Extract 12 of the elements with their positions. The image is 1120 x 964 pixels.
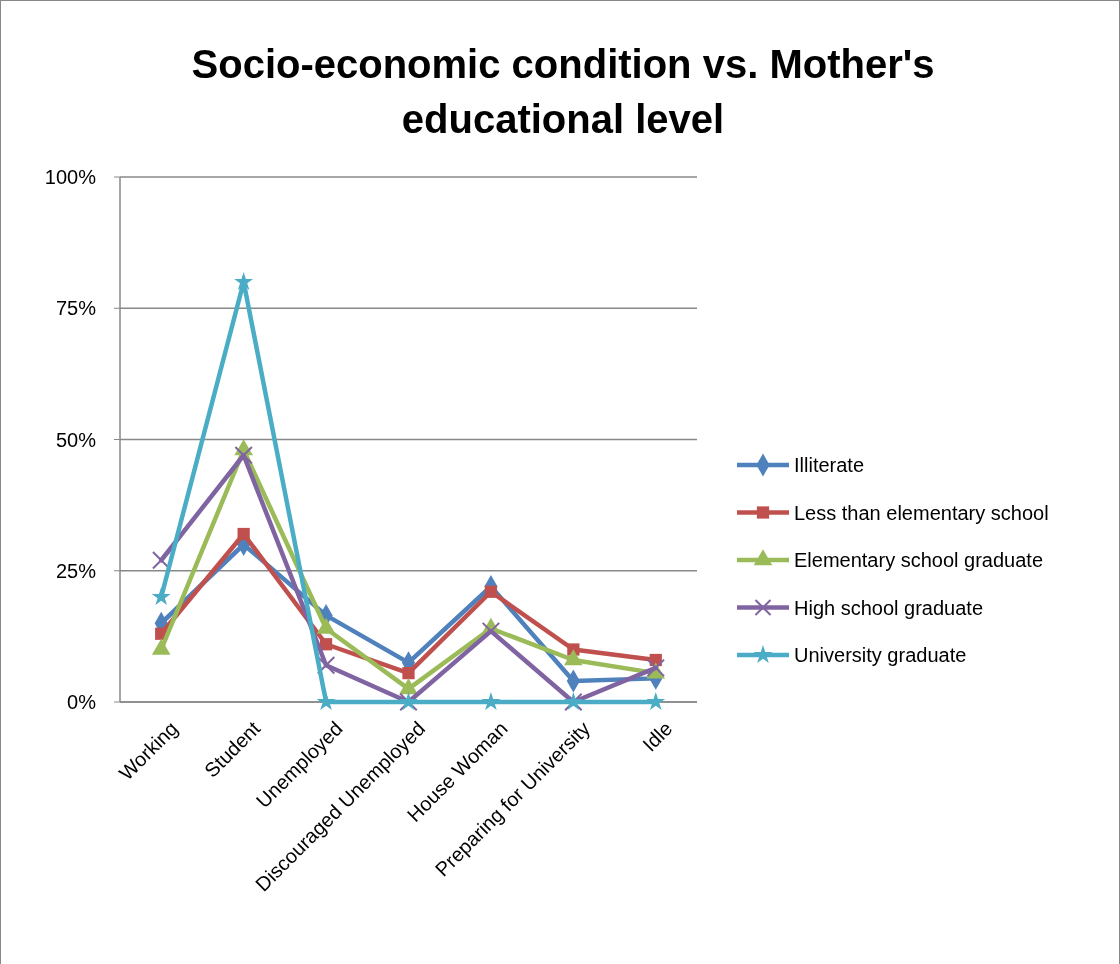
- legend-label: Illiterate: [794, 454, 865, 476]
- legend-label: High school graduate: [794, 596, 984, 619]
- legend-label: Less than elementary school: [794, 501, 1049, 524]
- legend-label: University graduate: [794, 644, 967, 666]
- y-tick-label: 50%: [55, 428, 97, 451]
- legend-label: Elementary school graduate: [794, 549, 1044, 571]
- y-tick-label: 0%: [67, 691, 97, 713]
- y-tick-label: 75%: [55, 297, 97, 320]
- chart-title: Socio-economic condition vs. Mother's educational level: [191, 42, 935, 141]
- x-tick-label: Idle: [638, 717, 677, 756]
- y-tick-label: 100%: [44, 166, 97, 188]
- y-tick-label: 25%: [55, 559, 97, 582]
